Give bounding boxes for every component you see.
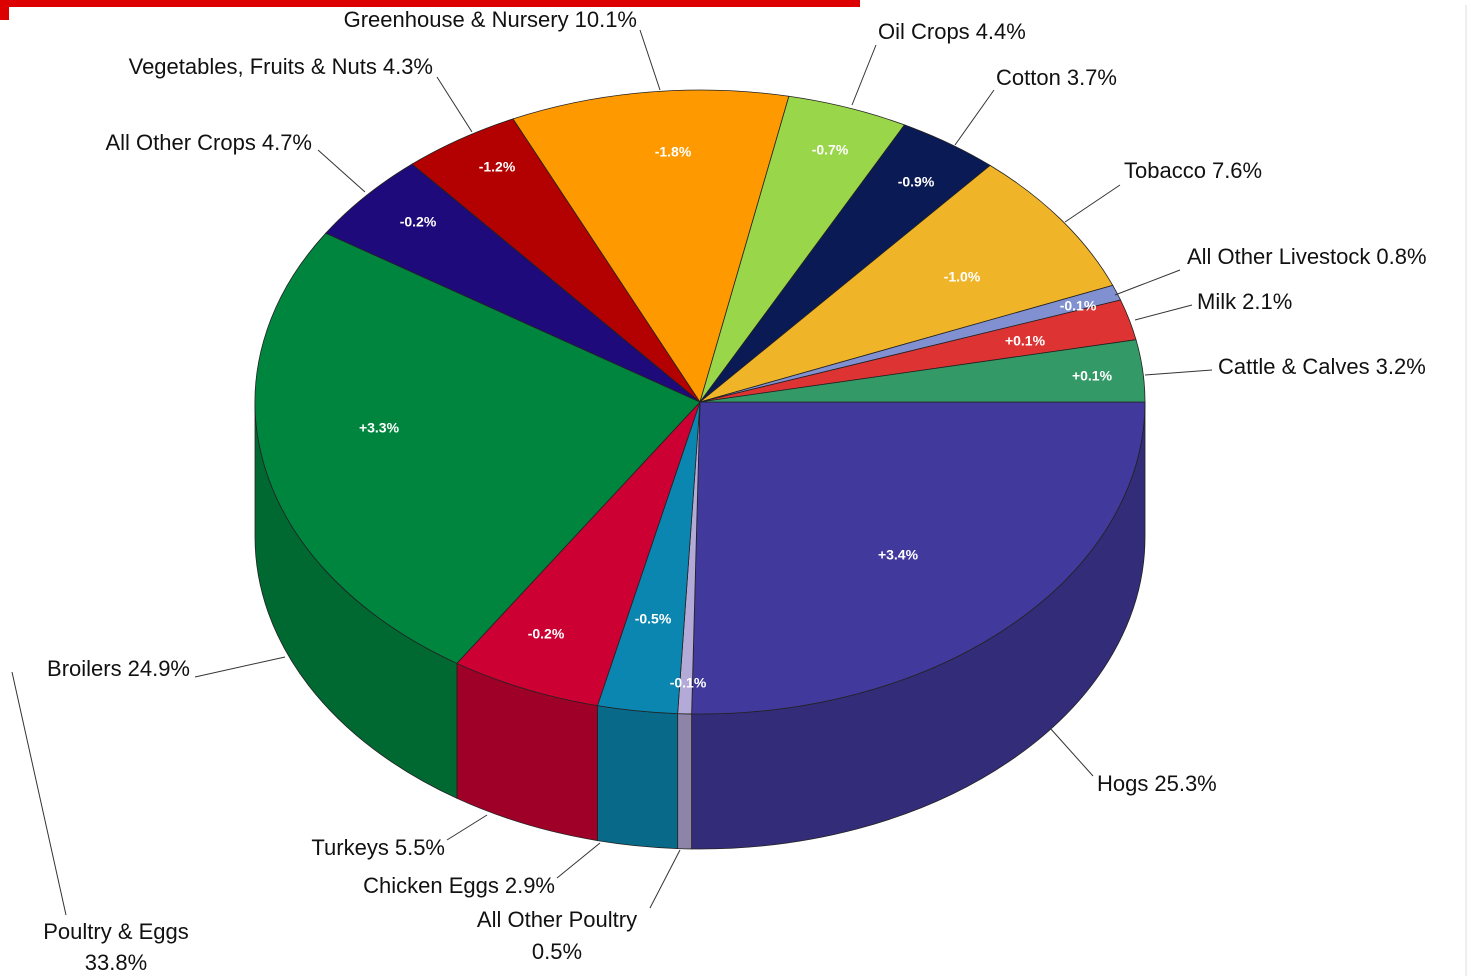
slice-label: Greenhouse & Nursery 10.1% — [344, 7, 637, 32]
leader-line — [1064, 184, 1121, 223]
group-value: 33.8% — [85, 950, 147, 975]
change-label: -0.5% — [635, 611, 672, 627]
change-label: -0.9% — [898, 174, 935, 190]
category-name: Tobacco — [1124, 158, 1206, 183]
change-label: -1.0% — [944, 269, 981, 285]
value-label: 25.3% — [1154, 771, 1216, 796]
slice — [691, 401, 1146, 715]
category-name: Vegetables, Fruits & Nuts — [129, 54, 377, 79]
change-label: -0.2% — [528, 626, 565, 642]
value-label: 24.9% — [128, 656, 190, 681]
slice-label: All Other Livestock 0.8% — [1187, 244, 1427, 269]
leader-line — [1114, 269, 1181, 296]
slice — [456, 401, 701, 707]
slice-label: Broilers 24.9% — [47, 656, 190, 681]
slice-label: Cotton 3.7% — [996, 65, 1117, 90]
change-label: +0.1% — [1072, 368, 1113, 384]
value-label: 4.4% — [976, 19, 1026, 44]
leader-line — [446, 814, 488, 841]
leader-line — [851, 44, 877, 106]
change-label: +3.3% — [359, 420, 400, 436]
slice-label: All Other Poultry 0.5% — [477, 907, 637, 964]
leader-line — [1049, 727, 1094, 777]
change-label: -0.2% — [400, 214, 437, 230]
slice-label: Cattle & Calves 3.2% — [1218, 354, 1426, 379]
leader-line — [436, 76, 473, 133]
category-name: Greenhouse & Nursery — [344, 7, 569, 32]
leader-line — [11, 671, 67, 916]
change-label: +0.1% — [1005, 333, 1046, 349]
category-name: Milk — [1197, 289, 1237, 314]
value-label: 3.7% — [1067, 65, 1117, 90]
value-label: 0.8% — [1376, 244, 1426, 269]
slice — [512, 89, 790, 403]
slice-label: Tobacco 7.6% — [1124, 158, 1262, 183]
change-label: -0.1% — [1060, 298, 1097, 314]
slice-side — [677, 713, 693, 850]
change-label: -0.1% — [670, 675, 707, 691]
slice-label: Turkeys 5.5% — [311, 835, 445, 860]
leader-line — [317, 149, 366, 193]
slice-label: Oil Crops 4.4% — [878, 19, 1026, 44]
change-label: -0.7% — [812, 142, 849, 158]
category-name: Chicken Eggs — [363, 873, 499, 898]
category-name: Cattle & Calves — [1218, 354, 1370, 379]
value-label: 4.3% — [383, 54, 433, 79]
value-label: 2.9% — [505, 873, 555, 898]
category-name: Oil Crops — [878, 19, 970, 44]
category-name: All Other Livestock — [1187, 244, 1371, 269]
corner-mark — [0, 0, 9, 20]
category-name: Broilers — [47, 656, 122, 681]
category-name: All Other Poultry — [477, 907, 637, 932]
slice-label: All Other Crops 4.7% — [105, 130, 312, 155]
slice-label: Chicken Eggs 2.9% — [363, 873, 555, 898]
value-label: 3.2% — [1376, 354, 1426, 379]
change-label: -1.8% — [655, 144, 692, 160]
category-name: Cotton — [996, 65, 1061, 90]
change-label: -1.2% — [479, 159, 516, 175]
change-label: +3.4% — [878, 547, 919, 563]
slice — [699, 164, 1114, 403]
leader-line — [649, 849, 681, 909]
category-name: All Other Crops — [105, 130, 255, 155]
value-label: 4.7% — [262, 130, 312, 155]
leader-line — [954, 89, 995, 146]
slice-side — [597, 705, 679, 850]
value-label: 7.6% — [1212, 158, 1262, 183]
value-label: 0.5% — [532, 939, 582, 964]
slice-label: Hogs 25.3% — [1097, 771, 1217, 796]
top-bar — [0, 0, 860, 7]
group-label: Poultry & Eggs 33.8% — [43, 919, 189, 975]
leader-line — [194, 656, 286, 678]
slice — [699, 339, 1146, 403]
leader-line — [1134, 304, 1193, 321]
leader-line — [556, 842, 601, 879]
value-label: 2.1% — [1242, 289, 1292, 314]
slice-label: Milk 2.1% — [1197, 289, 1292, 314]
leader-line — [1144, 369, 1213, 376]
category-name: Hogs — [1097, 771, 1148, 796]
leader-line — [639, 29, 661, 91]
slice — [254, 232, 701, 664]
value-label: 10.1% — [575, 7, 637, 32]
slice-label: Vegetables, Fruits & Nuts 4.3% — [129, 54, 433, 79]
category-name: Turkeys — [311, 835, 388, 860]
group-name: Poultry & Eggs — [43, 919, 189, 944]
value-label: 5.5% — [395, 835, 445, 860]
